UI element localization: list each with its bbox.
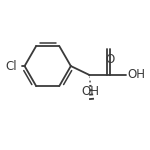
Text: OH: OH [128, 69, 146, 81]
Text: Cl: Cl [6, 60, 17, 73]
Text: OH: OH [81, 85, 99, 98]
Text: O: O [105, 53, 114, 66]
